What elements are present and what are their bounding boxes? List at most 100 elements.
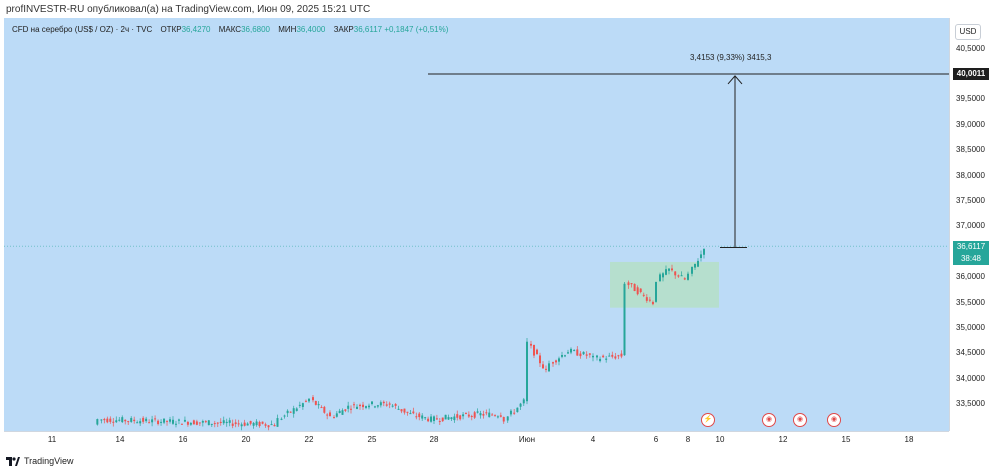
candle-body [668,268,670,271]
candle-body [219,421,222,423]
candle-body [163,418,166,423]
us-flag-event-icon-3[interactable]: ◉ [827,413,841,427]
candle-body [371,401,373,405]
symbol-name: CFD на серебро (US$ / OZ) · 2ч · TVC [12,25,153,34]
candle-body [671,268,673,271]
candle-body [542,364,544,369]
candle-body [139,421,142,424]
candle-body [427,418,430,422]
us-flag-event-icon-1[interactable]: ◉ [762,413,776,427]
candle-body [298,404,301,406]
candle-body [648,299,651,301]
candle-body [579,353,582,357]
price-axis[interactable] [949,18,1000,431]
candle-body [438,421,441,423]
candle-body [677,275,680,277]
candle-body [338,410,341,413]
candle-body [192,420,195,425]
candle-body [100,419,103,421]
date-tick-label: 14 [115,435,125,444]
candle-body [255,421,258,426]
candle-body [365,406,367,408]
candle-body [286,410,289,414]
candle-body [388,403,391,405]
candle-body [608,355,611,357]
date-tick-label: 10 [715,435,725,444]
candle-body [186,421,189,425]
low-value: 36,4000 [296,25,326,34]
candle-body [697,260,699,267]
candle-body [623,283,626,356]
candle-body [450,417,453,420]
currency-button[interactable]: USD [955,24,981,40]
candle-body [295,408,298,411]
candle-body [347,405,350,409]
candle-body [633,283,636,292]
candle-body [145,418,148,422]
candle-body [599,358,602,362]
candle-body [564,355,566,357]
consolidation-zone [610,261,719,308]
candle-body [611,354,614,357]
candle-body [582,351,585,355]
candle-body [240,424,243,427]
candle-body [516,407,519,413]
candle-body [602,355,605,358]
candle-body [555,360,557,363]
chart-area[interactable] [4,18,949,431]
candle-body [222,420,225,424]
candle-body [198,422,201,424]
date-tick-label: 20 [241,435,251,444]
flash-event-icon[interactable]: ⚡ [701,413,715,427]
candle-body [630,283,633,285]
candle-body [691,266,693,274]
candle-body [121,417,124,423]
price-tick-label: 33,5000 [956,399,985,409]
high-label: МАКС [218,25,242,34]
time-axis[interactable] [4,431,949,450]
candle-body [234,422,237,425]
date-tick-label: 22 [304,435,314,444]
candle-body [267,425,270,428]
candle-body [418,413,421,418]
candle-body [391,405,394,407]
date-tick-label: 4 [590,435,596,444]
us-flag-event-icon-2[interactable]: ◉ [793,413,807,427]
candle-body [314,400,317,405]
candle-body [687,273,689,280]
change-value: +0,1847 (+0,51%) [384,25,449,34]
price-tick-label: 34,5000 [956,348,985,358]
candle-body [231,423,234,426]
candle-body [536,349,538,355]
candle-body [415,416,418,418]
candle-body [433,416,435,422]
date-tick-label: 25 [367,435,377,444]
date-tick-label: 28 [429,435,439,444]
candle-body [258,421,261,427]
candle-body [252,422,255,426]
candle-body [246,423,249,426]
candle-body [353,404,355,406]
candle-body [130,418,133,422]
tradingview-brand[interactable]: TradingView [6,456,74,466]
bar-countdown: 38:48 [960,254,982,263]
candle-body [385,404,388,406]
price-tick-label: 34,0000 [956,373,985,383]
candle-body [639,288,642,293]
candle-body [326,414,329,416]
candle-body [210,423,213,425]
candle-body [614,356,617,359]
candle-body [157,420,160,425]
candle-body [473,412,476,418]
candle-body [373,406,376,408]
candle-body [304,400,307,402]
candle-body [180,423,183,425]
candle-body [106,418,109,423]
candle-body [333,417,335,419]
candle-body [142,417,145,422]
candle-body [382,401,385,404]
candle-body [308,398,310,402]
candle-body [183,419,186,422]
candle-body [403,408,406,413]
candle-body [494,415,497,417]
